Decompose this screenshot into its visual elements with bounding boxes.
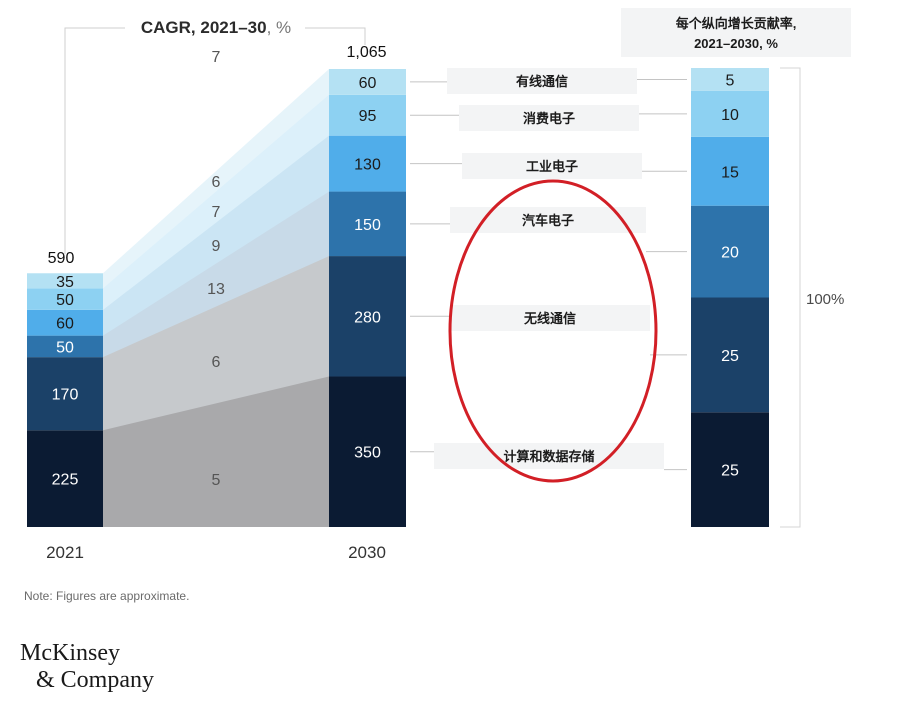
contribution-header-line-1: 每个纵向增长贡献率,: [676, 16, 797, 31]
contribution-total: 100%: [806, 291, 844, 308]
contribution-header-line-2: 2021–2030, %: [694, 36, 778, 51]
contribution-segment-3: [691, 205, 769, 298]
cagr-value-7: 7: [212, 49, 221, 66]
logo-line-1: McKinsey: [20, 640, 120, 666]
total-2021: 590: [48, 250, 75, 267]
bar-2030-value-segment-6: 60: [359, 75, 377, 92]
segment-label-segment-4: 工业电子: [526, 159, 578, 174]
contribution-value-segment-1: 25: [721, 463, 739, 480]
cagr-bracket: [64, 27, 366, 254]
chart-title-main: CAGR, 2021–30: [141, 18, 267, 37]
cagr-value-5: 7: [212, 204, 221, 221]
cagr-labels: 5 6 13 9 7 6 7: [207, 49, 225, 489]
contribution-segment-1: [691, 412, 769, 527]
label-box-segment-4: [462, 153, 642, 179]
bar-2021-segment-5: [27, 288, 103, 310]
bar-2021-segment-6: [27, 273, 103, 289]
bar-2021-segment-3: [27, 335, 103, 358]
label-box-segment-6: [447, 68, 637, 94]
cagr-value-2: 6: [212, 354, 221, 371]
bar-2021-segment-4: [27, 309, 103, 336]
bar-2021-value-segment-3: 50: [56, 339, 74, 356]
bar-2021-value-segment-4: 60: [56, 316, 74, 333]
bar-2021-value-segment-2: 170: [52, 387, 79, 404]
contribution-value-segment-2: 25: [721, 348, 739, 365]
bar-2030-value-segment-5: 95: [359, 108, 377, 125]
segment-label-segment-6: 有线通信: [516, 74, 568, 89]
bar-2030-value-segment-4: 130: [354, 157, 381, 174]
chart-annotations: CAGR, 2021–30, % 590 1,065 2021 2030 每个纵向增长贡献…: [46, 8, 851, 562]
contribution-value-segment-6: 5: [726, 72, 735, 89]
label-box-segment-2: [450, 305, 650, 331]
chart-title-unit: , %: [267, 18, 292, 37]
bar-2030-value-segment-1: 350: [354, 445, 381, 462]
segment-label-segment-3: 汽车电子: [522, 213, 574, 228]
label-box-segment-1: [434, 443, 664, 469]
segment-label-segment-1: 计算和数据存储: [503, 449, 594, 464]
bar-2021-segment-2: [27, 357, 103, 431]
cagr-value-4: 9: [212, 238, 221, 255]
contribution-segment-2: [691, 297, 769, 413]
contribution-segment-6: [691, 68, 769, 91]
contribution-header-box: [621, 8, 851, 57]
contribution-segment-4: [691, 136, 769, 206]
connector-segment-1: [103, 376, 329, 527]
total-bracket: [780, 67, 801, 528]
label-box-segment-5: [459, 105, 639, 131]
bar-2030-segment-1: [329, 376, 406, 527]
cagr-value-3: 13: [207, 281, 225, 298]
bar-2030: 350 280 150 130 95 60: [329, 69, 406, 527]
x-label-2021: 2021: [46, 543, 84, 562]
segment-label-segment-5: 消费电子: [523, 111, 575, 126]
bar-2021-value-segment-1: 225: [52, 472, 79, 489]
bar-2030-segment-6: [329, 69, 406, 95]
chart-title: CAGR, 2021–30, %: [141, 18, 291, 37]
contribution-value-segment-4: 15: [721, 164, 739, 181]
logo-line-2: & Company: [36, 667, 154, 693]
contribution-value-segment-3: 20: [721, 245, 739, 262]
contribution-bar: 25 25 20 15 10 5 100%: [691, 67, 844, 528]
cagr-value-1: 5: [212, 472, 221, 489]
contribution-segment-5: [691, 90, 769, 137]
total-2030: 1,065: [346, 44, 386, 61]
bar-2021-value-segment-6: 35: [56, 274, 74, 291]
contribution-value-segment-5: 10: [721, 107, 739, 124]
bar-2021-value-segment-5: 50: [56, 292, 74, 309]
footnote: Note: Figures are approximate.: [24, 589, 190, 603]
bar-2030-segment-5: [329, 94, 406, 136]
x-label-2030: 2030: [348, 543, 386, 562]
bar-2030-segment-3: [329, 191, 406, 257]
segment-label-segment-2: 无线通信: [523, 311, 576, 326]
bar-2030-segment-4: [329, 135, 406, 192]
bar-2021-segment-1: [27, 430, 103, 527]
bar-2030-segment-2: [329, 256, 406, 377]
highlight-ellipse: [448, 179, 658, 483]
growth-connectors: [103, 69, 329, 527]
bar-2030-value-segment-3: 150: [354, 217, 381, 234]
cagr-value-6: 6: [212, 174, 221, 191]
mckinsey-logo: McKinsey & Company: [20, 640, 154, 694]
bar-2030-value-segment-2: 280: [354, 309, 381, 326]
